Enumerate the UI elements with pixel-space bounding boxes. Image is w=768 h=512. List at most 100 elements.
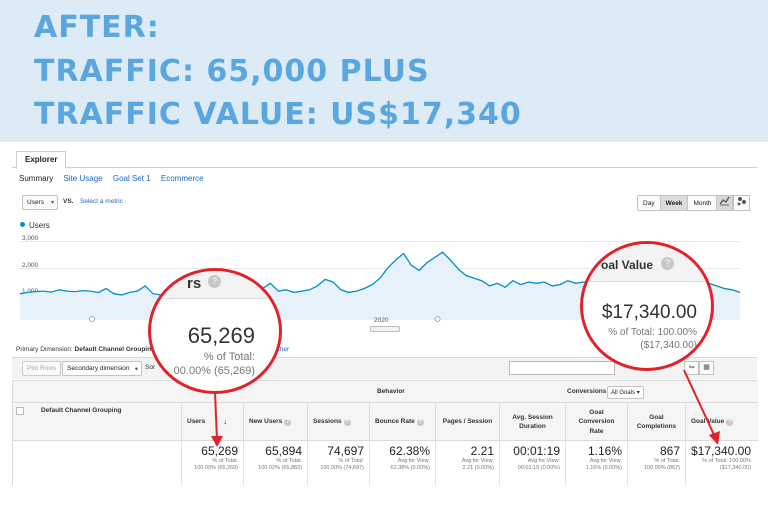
total-users-sub2: 100.00% (65,269) [194,464,238,471]
column-header-label: Goal Completions [636,413,677,430]
users-magnifier-callout: rs ? 65,269 % of Total: 00.00% (65,269) [148,268,282,394]
total-users-sub: % of Total: [212,458,238,464]
column-header-bounce-rate[interactable]: Bounce Rate? [369,403,435,441]
column-header-label: Avg. Session Duration [512,413,553,430]
left-arrow-head-icon [211,436,223,447]
banner-line-after: AFTER: [34,10,160,45]
subnav-ecommerce[interactable]: Ecommerce [160,174,204,183]
line-chart-icon[interactable] [716,195,733,211]
plot-rows-button[interactable]: Plot Rows [22,361,62,376]
column-header-label: Pages / Session [442,418,493,426]
column-header-pages-session[interactable]: Pages / Session [435,403,499,441]
column-header-users[interactable]: Users ↓ [181,403,243,441]
vs-label: VS. [63,198,74,205]
y-tick-1000: 1,000 [22,288,39,295]
total-goal-conversion-rate: 1.16% Avg for View: 1.16% (0.00%) [565,441,627,485]
table-column-header-row [13,403,758,441]
data-table: Default Channel Grouping Behavior Conver… [12,380,758,485]
goals-dropdown-value: All Goals [611,390,636,396]
column-header-goal-completions[interactable]: Goal Completions [627,403,685,441]
total-sessions-sub2: 100.00% (74,697) [320,464,364,471]
callout-goal-value-sub2: ($17,340.00) [640,340,697,351]
range-day-button[interactable]: Day [638,196,661,210]
total-goal-conversion-rate-value: 1.16% [587,444,622,458]
total-users-value: 65,269 [201,444,238,458]
help-icon: ? [208,275,221,288]
column-header-sessions[interactable]: Sessions? [307,403,369,441]
select-metric-link[interactable]: Select a metric [80,198,123,205]
total-pages-session-sub2: 2.21 (0.00%) [462,464,495,471]
compare-view-icon[interactable]: ⇋ [684,361,699,375]
total-goal-completions: 867 % of Total: 100.00% (867) [627,441,685,485]
secondary-dimension-dropdown[interactable]: Secondary dimension ▾ [62,361,142,376]
other-dimension-link[interactable]: ther [278,346,290,353]
table-search-input[interactable] [509,361,615,375]
y-tick-3000: 3,000 [22,235,39,242]
help-icon: ? [343,418,351,426]
total-new-users-value: 65,894 [265,444,302,458]
table-view-icon[interactable]: ▦ [699,361,714,375]
total-sessions-value: 74,697 [327,444,364,458]
sort-type-label: Sor [145,364,156,371]
total-goal-conversion-rate-sub: Avg for View: [589,458,622,464]
range-week-button[interactable]: Week [660,196,689,210]
total-pages-session-sub: Avg for View: [461,458,494,464]
help-icon: ? [661,257,674,270]
help-icon: ? [284,418,292,426]
column-header-label: New Users [249,418,283,426]
chevron-down-icon: ▾ [50,200,54,206]
column-header-new-users[interactable]: New Users? [243,403,307,441]
callout-users-sub: % of Total: [203,351,255,363]
total-goal-completions-value: 867 [659,444,680,458]
primary-dimension-label: Primary Dimension: [16,346,73,353]
subnav-summary[interactable]: Summary [19,174,54,183]
motion-chart-icon[interactable] [733,195,750,211]
group-header-behavior: Behavior [377,388,405,395]
total-avg-session-duration: 00:01:19 Avg for View: 00:01:19 (0.00%) [499,441,565,485]
legend-users: Users [29,221,50,230]
column-header-avg-session-duration[interactable]: Avg. Session Duration [499,403,565,441]
total-goal-conversion-rate-sub2: 1.16% (0.00%) [585,464,622,471]
total-pages-session: 2.21 Avg for View: 2.21 (0.00%) [435,441,499,485]
total-goal-completions-sub2: 100.00% (867) [643,464,680,471]
column-header-label: Sessions [313,418,342,426]
banner-line-traffic-value: TRAFFIC VALUE: US$17,340 [34,97,522,132]
metric-dropdown[interactable]: Users ▾ [22,195,58,210]
column-header-label: Goal Conversion Rate [578,409,615,435]
range-month-button[interactable]: Month [688,196,717,210]
total-goal-value-sub: % of Total: 100.00% [702,458,751,464]
total-new-users-sub2: 100.02% (65,883) [258,464,302,471]
callout-users-header: rs [187,275,202,292]
total-bounce-rate-value: 62.38% [389,444,430,458]
table-view-toggle: ⇋ ▦ [684,361,714,375]
subnav-site-usage[interactable]: Site Usage [63,174,103,183]
chart-scroll-handle[interactable] [370,326,400,332]
left-arrow-line [214,391,218,441]
metric-dropdown-value: Users [27,199,44,206]
totals-row [13,441,758,485]
group-header-conversions: Conversions [567,388,607,395]
goals-dropdown[interactable]: All Goals ▾ [607,386,644,399]
explorer-tab-row: Explorer [12,151,757,169]
callout-header-bar [583,244,711,282]
banner-line-traffic: TRAFFIC: 65,000 PLUS [34,54,430,89]
total-avg-session-duration-sub2: 00:01:19 (0.00%) [517,464,560,471]
total-avg-session-duration-sub: Avg for View: [527,458,560,464]
y-tick-2000: 2,000 [22,262,39,269]
select-all-checkbox[interactable] [16,407,24,415]
chevron-down-icon: ▾ [636,390,640,396]
primary-dimension-row: Primary Dimension: Default Channel Group… [16,346,155,353]
annotation-marker-1[interactable] [89,316,95,322]
x-tick-2020: 2020 [374,317,389,324]
total-goal-value-value: $17,340.00 [690,444,751,458]
total-bounce-rate-sub: Avg for View: [397,458,430,464]
primary-dimension-value[interactable]: Default Channel Grouping [74,346,156,353]
gridline [20,241,740,242]
explorer-subnav: Summary Site Usage Goal Set 1 Ecommerce [19,174,212,183]
tab-explorer[interactable]: Explorer [16,151,67,169]
secondary-dimension-label: Secondary dimension [67,365,130,372]
annotation-marker-2[interactable] [434,316,441,322]
column-header-goal-conversion-rate[interactable]: Goal Conversion Rate [565,403,627,441]
subnav-goal-set-1[interactable]: Goal Set 1 [112,174,151,183]
